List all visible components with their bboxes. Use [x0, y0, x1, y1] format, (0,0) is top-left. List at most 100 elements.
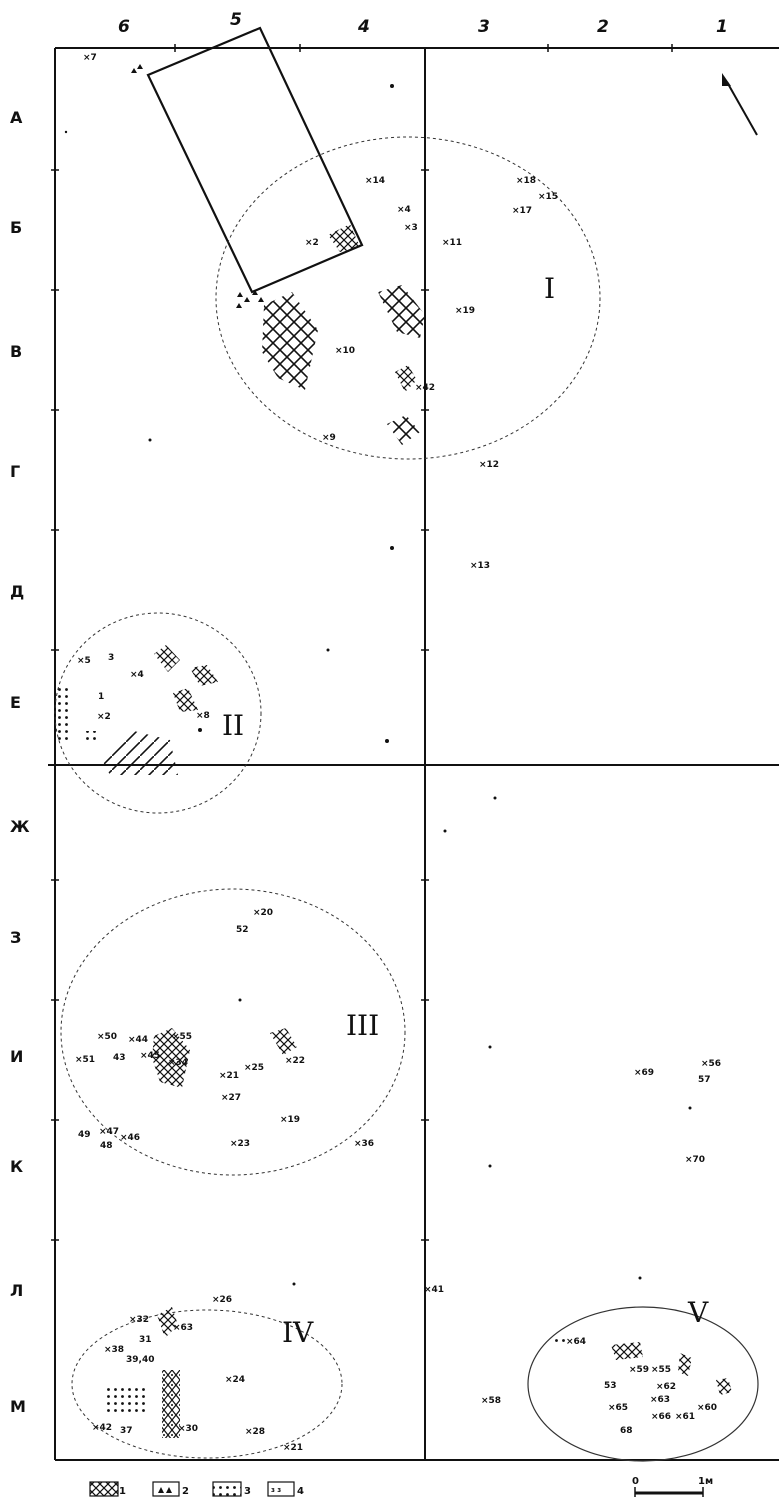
- legend-label: 4: [297, 1486, 304, 1497]
- find-label: ×42: [92, 1423, 112, 1433]
- find-label: ×46: [120, 1133, 140, 1143]
- legend-label: 1: [119, 1486, 126, 1497]
- find-label: 52: [236, 925, 249, 935]
- row-label: Г: [10, 462, 20, 481]
- find-label: ×44: [128, 1035, 148, 1045]
- find-label: ×59: [629, 1365, 649, 1375]
- row-label: А: [10, 108, 23, 127]
- find-label: ×34: [168, 1058, 188, 1068]
- scatter-dots: [64, 84, 692, 1286]
- find-label: ×61: [675, 1412, 695, 1422]
- find-label: ×19: [280, 1115, 300, 1125]
- column-label: 3: [478, 17, 490, 37]
- find-label: ×17: [512, 206, 532, 216]
- find-label: 31: [139, 1335, 152, 1345]
- find-label: ×63: [173, 1323, 193, 1333]
- find-label: ×45: [140, 1051, 160, 1061]
- svg-text:ɜ ɜ: ɜ ɜ: [271, 1486, 281, 1494]
- find-label: ×12: [479, 460, 499, 470]
- find-label: ×18: [516, 176, 536, 186]
- find-label: 68: [620, 1426, 633, 1436]
- legend-item: 2: [152, 1481, 189, 1497]
- find-label: ×28: [245, 1427, 265, 1437]
- stipple-features: [55, 688, 565, 1438]
- column-label: 2: [597, 17, 609, 37]
- row-label: Б: [10, 218, 22, 237]
- column-label: 1: [716, 17, 728, 37]
- find-label: ×21: [219, 1071, 239, 1081]
- north-arrow-icon: [722, 73, 758, 136]
- find-label: ×8: [196, 711, 210, 721]
- find-label: 43: [113, 1053, 126, 1063]
- find-label: ×14: [365, 176, 385, 186]
- column-label: 5: [230, 10, 242, 30]
- cluster-outline-v: [527, 1306, 759, 1462]
- trench-outline: [146, 26, 364, 294]
- find-label: ×13: [470, 561, 490, 571]
- cluster-label: V: [687, 1296, 709, 1329]
- find-label: ×65: [608, 1403, 628, 1413]
- find-label: ×55: [651, 1365, 671, 1375]
- find-label: 49: [78, 1130, 91, 1140]
- find-label: ×3: [404, 223, 418, 233]
- find-label: ×55: [172, 1032, 192, 1042]
- find-label: ×21: [283, 1443, 303, 1453]
- cluster-label: I: [544, 272, 555, 305]
- find-label: ×56: [701, 1059, 721, 1069]
- find-label: ×2: [97, 712, 111, 722]
- find-label: ×4: [397, 205, 411, 215]
- triangle-markers: [131, 64, 264, 308]
- find-label: ×23: [230, 1139, 250, 1149]
- find-label: ×27: [221, 1093, 241, 1103]
- find-label: ×66: [651, 1412, 671, 1422]
- legend-label: 3: [244, 1486, 251, 1497]
- find-label: ×7: [83, 53, 97, 63]
- find-label: 3: [108, 653, 114, 663]
- find-label: ×30: [178, 1424, 198, 1434]
- row-label: Д: [10, 582, 24, 601]
- legend-label: 2: [182, 1486, 189, 1497]
- row-label: К: [10, 1157, 23, 1176]
- find-label: ×11: [442, 238, 462, 248]
- tick-marks: [51, 44, 673, 1241]
- find-label: ×63: [650, 1395, 670, 1405]
- row-label: Л: [10, 1281, 23, 1300]
- legend-item: ɜ ɜ 4: [267, 1481, 304, 1497]
- find-label: ×50: [97, 1032, 117, 1042]
- find-label: ×41: [424, 1285, 444, 1295]
- find-label: 1: [98, 692, 104, 702]
- row-labels: А Б В Г Д Е Ж З И К Л М: [10, 108, 30, 1416]
- find-label: ×58: [481, 1396, 501, 1406]
- find-label: ×62: [656, 1382, 676, 1392]
- find-label: ×9: [322, 433, 336, 443]
- scale-bar: 0 1м: [632, 1476, 713, 1497]
- row-label: Е: [10, 693, 21, 712]
- find-label: ×5: [77, 656, 91, 666]
- row-label: Ж: [10, 817, 30, 836]
- row-label: И: [10, 1047, 23, 1066]
- row-label: З: [10, 928, 21, 947]
- find-label: ×36: [354, 1139, 374, 1149]
- scale-unit: 1м: [698, 1476, 713, 1487]
- cluster-outlines: [54, 136, 601, 1459]
- find-label: ×22: [285, 1056, 305, 1066]
- legend-item: 3: [212, 1481, 251, 1497]
- find-label: ×60: [697, 1403, 717, 1413]
- find-label: ×26: [212, 1295, 232, 1305]
- row-label: М: [10, 1397, 26, 1416]
- find-label: ×47: [99, 1127, 119, 1137]
- find-label: ×15: [538, 192, 558, 202]
- column-label: 4: [357, 17, 370, 37]
- find-label: ×25: [244, 1063, 264, 1073]
- cluster-label: IV: [282, 1316, 314, 1349]
- find-label: ×24: [225, 1375, 245, 1385]
- cluster-labels: I II III IV V: [222, 272, 709, 1349]
- find-label: ×70: [685, 1155, 705, 1165]
- find-label: ×2: [305, 238, 319, 248]
- find-markers: ×7 ×14 ×18 ×15 ×17 ×4 ×3 ×2 ×11 ×19 ×10 …: [75, 53, 721, 1453]
- find-label: 48: [100, 1141, 113, 1151]
- cluster-label: II: [222, 709, 244, 742]
- find-label: 53: [604, 1381, 617, 1391]
- find-label: 37: [120, 1426, 133, 1436]
